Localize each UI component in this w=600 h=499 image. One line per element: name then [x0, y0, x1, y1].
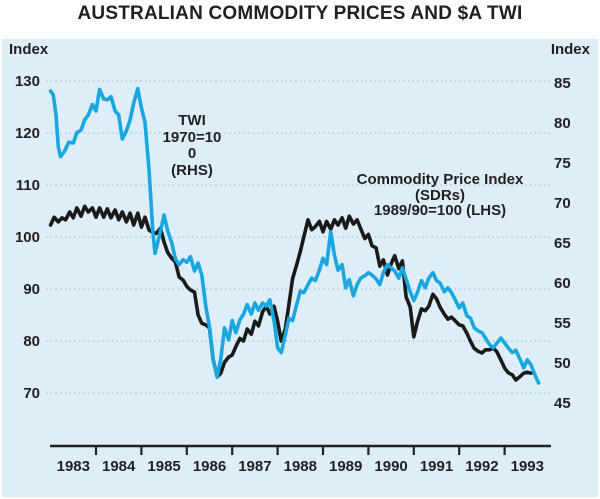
right-axis-tick-label: 55: [554, 315, 571, 332]
x-axis-tick-label: 1986: [193, 458, 226, 475]
right-axis-tick-label: 60: [554, 275, 571, 292]
commodity-series-annotation: Commodity Price Index (SDRs) 1989/90=100…: [330, 172, 550, 219]
right-axis-tick-label: 85: [554, 75, 571, 92]
twi-annotation-line: 1970=10: [162, 128, 222, 146]
twi-annotation-line: TWI: [178, 112, 206, 129]
commodity-price-line: [48, 204, 533, 382]
x-axis-tick-label: 1992: [465, 458, 498, 475]
left-axis-tick-label: 70: [23, 385, 40, 402]
x-axis-tick-label: 1985: [147, 458, 180, 475]
chart-title: AUSTRALIAN COMMODITY PRICES AND $A TWI: [77, 3, 523, 24]
right-axis-tick-label: 45: [554, 395, 571, 412]
x-axis-tick-label: 1983: [57, 458, 90, 475]
left-axis-title: Index: [9, 41, 49, 58]
left-axis-tick-label: 80: [23, 333, 40, 350]
x-axis-tick-label: 1987: [238, 458, 271, 475]
twi-series-annotation: TWI 1970=10 0 (RHS): [132, 112, 252, 179]
right-axis-tick-label: 65: [554, 235, 571, 252]
plot-background: [2, 39, 598, 497]
right-axis-tick-label: 70: [554, 195, 571, 212]
x-axis-tick-label: 1984: [102, 458, 136, 475]
cpi-annotation-line: (SDRs): [414, 186, 465, 204]
right-axis-tick-label: 80: [554, 115, 571, 132]
right-axis-title: Index: [550, 41, 590, 58]
twi-annotation-line: (RHS): [171, 161, 213, 179]
x-axis-tick-label: 1988: [284, 458, 317, 475]
x-axis-tick-label: 1993: [511, 458, 544, 475]
left-axis-tick-label: 120: [15, 125, 40, 142]
twi-annotation-line: 0: [187, 145, 197, 162]
right-axis-tick-label: 75: [554, 155, 571, 172]
x-axis-tick-label: 1991: [420, 458, 453, 475]
x-axis-tick-label: 1990: [374, 458, 407, 475]
left-axis-tick-label: 130: [15, 73, 40, 90]
right-axis-tick-label: 50: [554, 355, 571, 372]
cpi-annotation-line: 1989/90=100 (LHS): [373, 202, 507, 219]
left-axis-tick-label: 90: [23, 281, 40, 298]
left-axis-tick-label: 100: [15, 229, 40, 246]
cpi-annotation-line: Commodity Price Index: [356, 171, 524, 188]
left-axis-tick-label: 110: [16, 177, 40, 194]
x-axis-tick-label: 1989: [329, 458, 362, 475]
twi-line: [48, 86, 541, 385]
